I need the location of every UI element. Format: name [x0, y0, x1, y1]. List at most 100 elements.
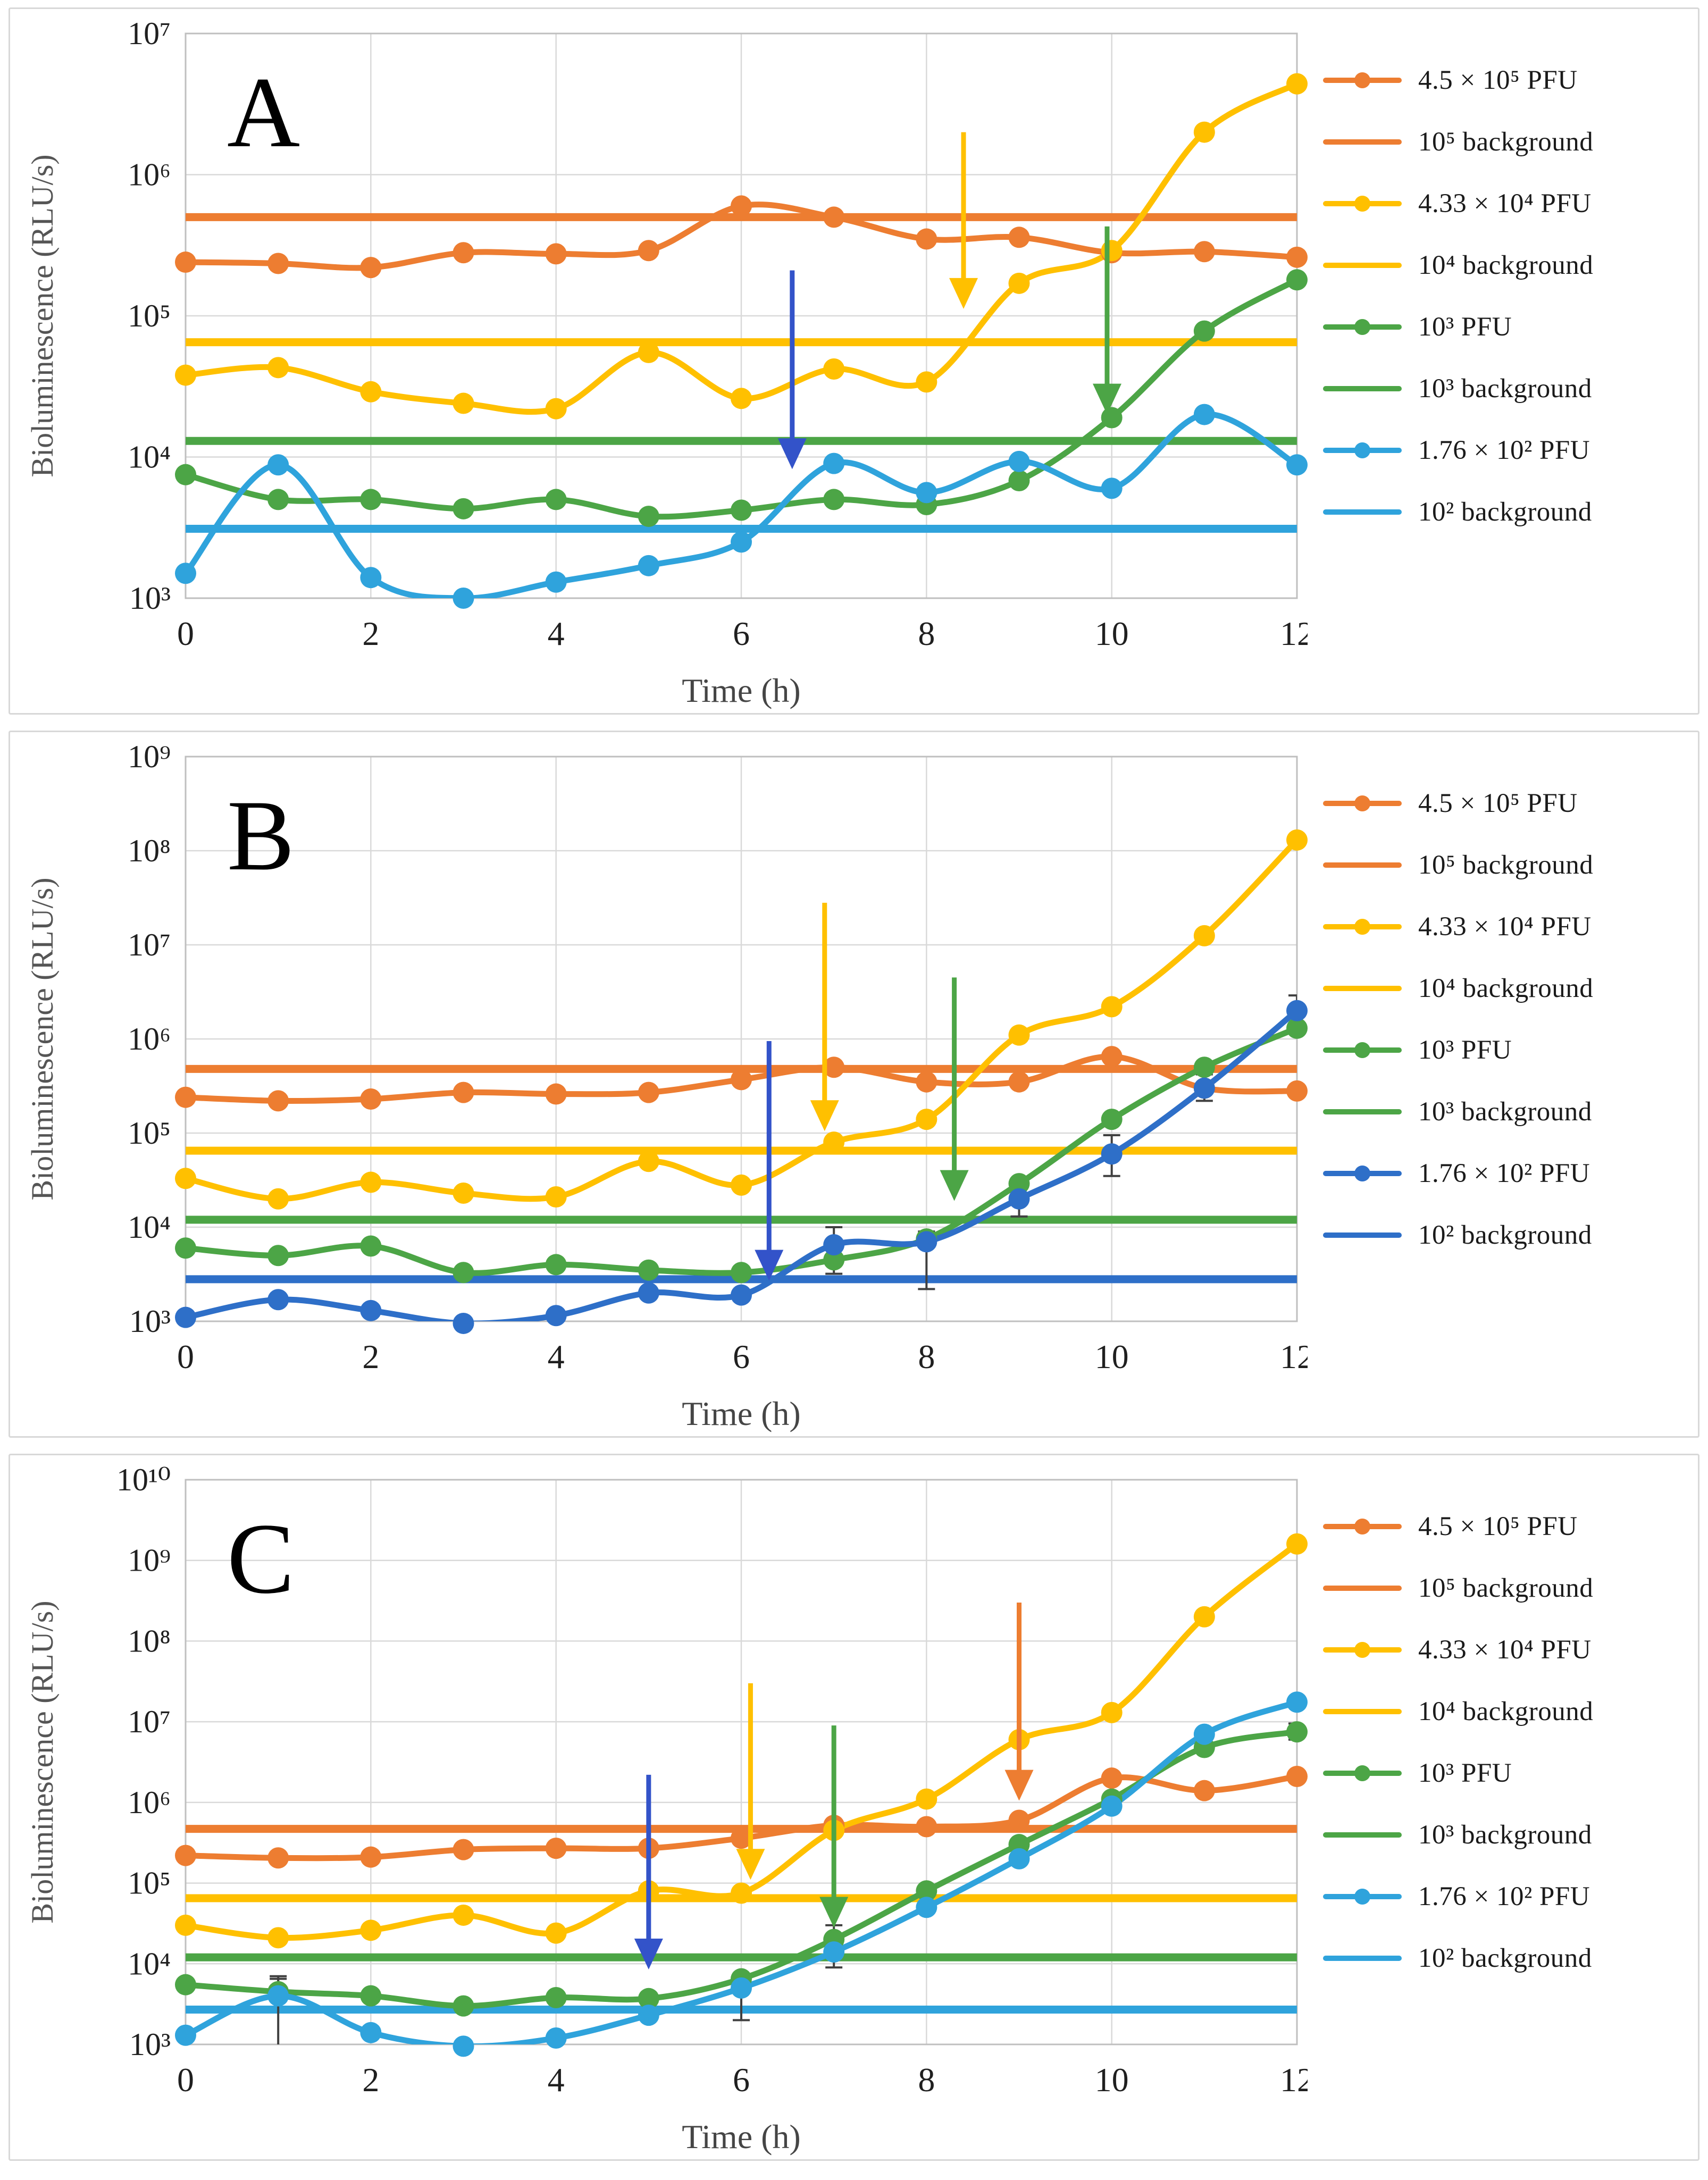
x-axis-title: Time (h) — [682, 1395, 800, 1432]
data-point — [360, 1235, 382, 1257]
x-tick-label: 0 — [177, 2061, 194, 2099]
legend-item-bg-orange: 10⁵ background — [1322, 127, 1693, 157]
data-point — [731, 1069, 752, 1091]
data-point — [545, 1987, 567, 2009]
legend-a: 4.5 × 10⁵ PFU 10⁵ background 4.33 × 10⁴ PF… — [1308, 9, 1698, 713]
legend-item-bg-yellow: 10⁴ background — [1322, 250, 1693, 281]
data-point — [638, 1988, 659, 2009]
arrow-green — [819, 1725, 849, 1928]
arrow-yellow — [949, 132, 978, 309]
legend-item-label: 10³ PFU — [1418, 1035, 1512, 1065]
data-point — [175, 1844, 196, 1866]
legend-item-bg-lightblue: 10² background — [1322, 497, 1693, 527]
data-point — [1286, 454, 1308, 476]
data-point — [267, 1245, 289, 1267]
x-axis-title: Time (h) — [682, 672, 800, 709]
data-point — [1286, 246, 1308, 268]
series-blue-markers — [175, 404, 1308, 609]
legend-item-label: 10⁴ background — [1418, 974, 1594, 1003]
data-point — [545, 571, 567, 593]
data-point — [638, 2005, 659, 2026]
legend-item-label: 10² background — [1418, 1943, 1592, 1973]
data-point — [823, 1249, 845, 1271]
legend-item-pfu-green: 10³ PFU — [1322, 1758, 1693, 1789]
data-point — [545, 1305, 567, 1327]
data-point — [1101, 407, 1123, 429]
legend-item-label: 10² background — [1418, 497, 1592, 527]
series-yellow-markers — [175, 829, 1308, 1210]
data-point — [638, 1259, 659, 1281]
data-point — [267, 454, 289, 476]
y-tick-label: 10⁶ — [128, 1021, 171, 1057]
legend-item-bg-lightblue: 10² background — [1322, 1943, 1693, 1974]
y-tick-label: 10⁷ — [128, 1704, 171, 1739]
y-tick-label: 10⁵ — [128, 298, 171, 333]
legend-line-icon — [1323, 509, 1402, 515]
data-point — [1101, 996, 1123, 1018]
data-point — [1101, 1046, 1123, 1068]
data-point — [175, 2024, 196, 2046]
data-point — [453, 2035, 474, 2057]
data-point — [1193, 1723, 1215, 1745]
data-point — [360, 257, 382, 279]
x-tick-label: 0 — [177, 615, 194, 652]
y-tick-label: 10¹⁰ — [116, 1462, 171, 1497]
data-point — [1101, 1795, 1123, 1817]
x-tick-label: 4 — [548, 615, 565, 652]
data-point — [545, 398, 567, 420]
data-point — [175, 1168, 196, 1189]
legend-item-pfu-green: 10³ PFU — [1322, 312, 1693, 342]
y-tick-label: 10³ — [129, 2027, 171, 2062]
data-point — [731, 499, 752, 521]
data-point — [916, 1788, 937, 1810]
legend-marker-line-icon — [1323, 795, 1402, 811]
legend-item-bg-yellow: 10⁴ background — [1322, 1696, 1693, 1727]
legend-item-pfu-yellow: 4.33 × 10⁴ PFU — [1322, 911, 1693, 942]
arrow-yellow — [810, 902, 839, 1131]
data-point — [916, 1231, 937, 1253]
panel-letter: A — [227, 57, 300, 169]
data-point — [1008, 469, 1030, 491]
data-point — [823, 1234, 845, 1256]
data-point — [175, 364, 196, 386]
legend-item-bg-royalblue: 10² background — [1322, 1220, 1693, 1251]
data-point — [1101, 1143, 1123, 1165]
arrow-arrowblue — [634, 1774, 663, 1969]
data-point — [916, 482, 937, 504]
data-point — [360, 489, 382, 510]
data-point — [916, 1880, 937, 1902]
legend-item-label: 4.5 × 10⁵ PFU — [1418, 789, 1578, 818]
data-point — [1008, 272, 1030, 294]
legend-line-icon — [1323, 862, 1402, 868]
panel-letter: C — [227, 1503, 295, 1615]
series-blue-markers — [175, 1000, 1308, 1334]
data-point — [1008, 1848, 1030, 1869]
data-point — [823, 489, 845, 510]
data-point — [267, 1927, 289, 1949]
data-point — [545, 1186, 567, 1208]
y-tick-label: 10⁹ — [128, 1543, 171, 1578]
data-point — [638, 1282, 659, 1304]
legend-line-icon — [1323, 139, 1402, 145]
data-point — [175, 1974, 196, 1995]
data-point — [823, 206, 845, 228]
data-point — [545, 489, 567, 510]
x-tick-label: 8 — [918, 2061, 935, 2099]
legend-line-icon — [1323, 1232, 1402, 1238]
legend-marker-line-icon — [1323, 1166, 1402, 1181]
data-point — [731, 195, 752, 217]
legend-c: 4.5 × 10⁵ PFU 10⁵ background 4.33 × 10⁴ PF… — [1308, 1455, 1698, 2159]
y-tick-label: 10⁶ — [128, 157, 171, 192]
legend-b: 4.5 × 10⁵ PFU 10⁵ background 4.33 × 10⁴ PF… — [1308, 732, 1698, 1436]
y-tick-label: 10⁷ — [128, 16, 171, 51]
x-tick-label: 4 — [548, 2061, 565, 2099]
data-point — [175, 1914, 196, 1936]
data-point — [1286, 73, 1308, 95]
data-point — [638, 555, 659, 576]
x-tick-label: 10 — [1095, 2061, 1129, 2099]
legend-marker-line-icon — [1323, 319, 1402, 335]
legend-line-icon — [1323, 1709, 1402, 1714]
y-tick-label: 10⁴ — [128, 1210, 171, 1245]
